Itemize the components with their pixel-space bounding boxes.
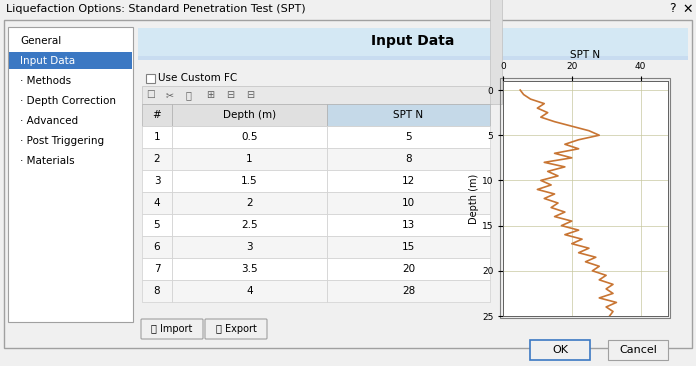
Text: ✕: ✕ xyxy=(683,3,693,15)
Text: 3: 3 xyxy=(154,176,160,186)
Text: General: General xyxy=(20,36,61,46)
Text: · Depth Correction: · Depth Correction xyxy=(20,96,116,106)
Bar xyxy=(327,258,490,280)
Bar xyxy=(138,60,688,344)
Bar xyxy=(142,170,172,192)
Bar xyxy=(327,170,490,192)
Text: 8: 8 xyxy=(405,154,412,164)
Text: 7: 7 xyxy=(154,264,160,274)
Text: 2: 2 xyxy=(246,198,253,208)
Bar xyxy=(142,214,172,236)
Text: ⊟: ⊟ xyxy=(246,90,254,100)
Bar xyxy=(530,340,590,360)
Text: Input Data: Input Data xyxy=(371,34,454,48)
Bar xyxy=(142,258,172,280)
Bar xyxy=(146,74,155,83)
Text: 20: 20 xyxy=(402,264,415,274)
Text: 📁 Import: 📁 Import xyxy=(151,324,193,334)
Text: ☐: ☐ xyxy=(146,90,155,100)
Bar xyxy=(142,280,172,302)
Text: 4: 4 xyxy=(154,198,160,208)
Bar xyxy=(327,280,490,302)
Bar xyxy=(608,340,668,360)
Text: 3.5: 3.5 xyxy=(242,264,258,274)
Text: 6: 6 xyxy=(154,242,160,252)
Text: 1: 1 xyxy=(154,132,160,142)
Bar xyxy=(172,192,327,214)
Bar xyxy=(138,28,688,60)
Bar xyxy=(172,258,327,280)
Text: ⊞: ⊞ xyxy=(206,90,214,100)
Text: Input Data: Input Data xyxy=(20,56,75,66)
Text: 💾 Export: 💾 Export xyxy=(216,324,256,334)
Text: ⊟: ⊟ xyxy=(226,90,234,100)
Text: 12: 12 xyxy=(402,176,415,186)
Text: Depth (m): Depth (m) xyxy=(223,110,276,120)
Bar xyxy=(138,28,688,56)
Text: 10: 10 xyxy=(402,198,415,208)
Text: 5: 5 xyxy=(154,220,160,230)
Text: 1.5: 1.5 xyxy=(242,176,258,186)
Text: 2: 2 xyxy=(154,154,160,164)
Text: ?: ? xyxy=(669,3,675,15)
Bar xyxy=(327,236,490,258)
Text: ✂: ✂ xyxy=(166,90,174,100)
Y-axis label: Depth (m): Depth (m) xyxy=(469,173,479,224)
Text: 13: 13 xyxy=(402,220,415,230)
Bar xyxy=(172,236,327,258)
Bar xyxy=(142,148,172,170)
Text: 8: 8 xyxy=(154,286,160,296)
Bar xyxy=(327,192,490,214)
FancyBboxPatch shape xyxy=(205,319,267,339)
Bar xyxy=(142,126,172,148)
Bar xyxy=(172,214,327,236)
Bar xyxy=(490,0,502,104)
Bar xyxy=(8,27,133,322)
Text: OK: OK xyxy=(552,345,568,355)
Text: Cancel: Cancel xyxy=(619,345,657,355)
Bar xyxy=(327,104,490,126)
Bar xyxy=(172,148,327,170)
Text: · Methods: · Methods xyxy=(20,76,71,86)
Bar xyxy=(172,126,327,148)
Bar xyxy=(142,86,492,104)
Text: · Materials: · Materials xyxy=(20,156,74,166)
Text: 4: 4 xyxy=(246,286,253,296)
Bar xyxy=(172,280,327,302)
Bar xyxy=(327,148,490,170)
Bar xyxy=(327,214,490,236)
FancyBboxPatch shape xyxy=(141,319,203,339)
Text: 2.5: 2.5 xyxy=(242,220,258,230)
Text: #: # xyxy=(152,110,161,120)
Text: · Post Triggering: · Post Triggering xyxy=(20,136,104,146)
Text: 28: 28 xyxy=(402,286,415,296)
Text: 15: 15 xyxy=(402,242,415,252)
Bar xyxy=(172,170,327,192)
Bar xyxy=(9,52,132,69)
Text: 3: 3 xyxy=(246,242,253,252)
Bar xyxy=(142,236,172,258)
Text: Liquefaction Options: Standard Penetration Test (SPT): Liquefaction Options: Standard Penetrati… xyxy=(6,4,306,14)
Bar xyxy=(142,104,172,126)
Text: 1: 1 xyxy=(246,154,253,164)
Text: SPT N: SPT N xyxy=(393,110,424,120)
Title: SPT N: SPT N xyxy=(571,50,601,60)
Text: · Advanced: · Advanced xyxy=(20,116,78,126)
Bar xyxy=(327,126,490,148)
Bar xyxy=(0,0,696,18)
Bar xyxy=(4,20,692,348)
Bar xyxy=(142,192,172,214)
Text: 5: 5 xyxy=(405,132,412,142)
Text: 0.5: 0.5 xyxy=(242,132,258,142)
Bar xyxy=(172,104,327,126)
Bar xyxy=(500,78,670,318)
Text: ⎘: ⎘ xyxy=(186,90,192,100)
Text: Use Custom FC: Use Custom FC xyxy=(158,73,237,83)
